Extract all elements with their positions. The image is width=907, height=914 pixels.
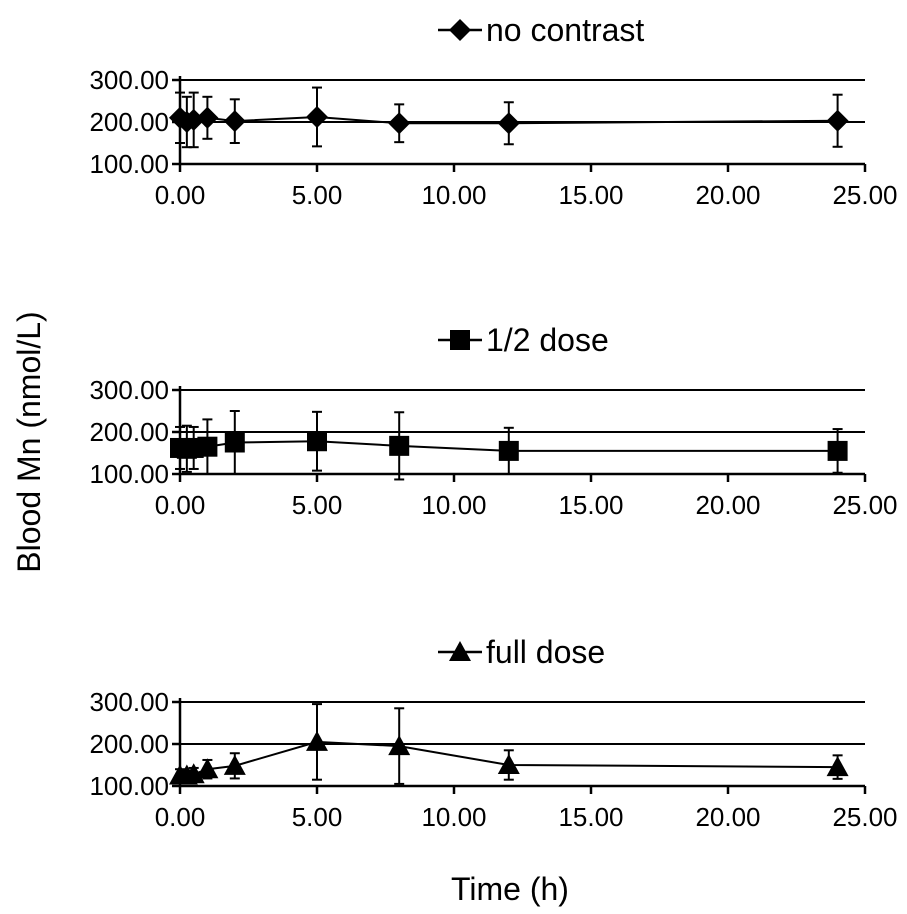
legend-label: no contrast: [486, 12, 644, 48]
x-tick-label: 10.00: [421, 180, 486, 210]
triangle-marker: [196, 758, 219, 779]
x-tick-label: 15.00: [558, 490, 623, 520]
legend-label: full dose: [486, 634, 605, 670]
diamond-marker: [223, 110, 246, 133]
x-tick-label: 20.00: [695, 180, 760, 210]
square-marker: [389, 435, 410, 456]
triangle-marker: [223, 754, 246, 775]
y-tick-label: 300.00: [89, 687, 169, 717]
y-tick-label: 100.00: [89, 771, 169, 801]
y-tick-label: 100.00: [89, 149, 169, 179]
panel-1: no contrast 100.00 200.00 300.00 0.00 5.00 10.…: [89, 12, 897, 210]
diamond-marker: [388, 112, 411, 135]
diamond-marker: [826, 109, 849, 132]
diamond-marker: [196, 106, 219, 129]
panel-2: 1/2 dose 100.00 200.00 300.00 0.00 5.00 10.00 1…: [89, 322, 897, 520]
x-tick-label: 10.00: [421, 490, 486, 520]
x-tick-label: 25.00: [832, 802, 897, 832]
square-marker: [450, 330, 470, 350]
triangle-marker: [497, 754, 520, 774]
square-marker: [827, 440, 848, 461]
y-tick-label: 200.00: [89, 417, 169, 447]
x-tick-label: 5.00: [292, 180, 343, 210]
y-tick-label: 300.00: [89, 375, 169, 405]
square-marker: [224, 432, 245, 453]
x-tick-label: 0.00: [155, 490, 206, 520]
diamond-marker: [306, 105, 328, 128]
square-marker: [197, 436, 218, 457]
x-axis-title: Time (h): [451, 871, 569, 907]
triangle-marker: [449, 641, 471, 661]
x-tick-label: 5.00: [292, 490, 343, 520]
panels: no contrast 100.00 200.00 300.00 0.00 5.00 10.…: [89, 12, 897, 832]
triangle-marker: [826, 756, 849, 777]
x-tick-label: 20.00: [695, 802, 760, 832]
x-tick-label: 15.00: [558, 180, 623, 210]
square-marker: [307, 431, 327, 452]
triangle-marker: [306, 730, 328, 751]
x-tick-label: 0.00: [155, 802, 206, 832]
triangle-marker: [388, 735, 411, 756]
diamond-marker: [449, 19, 471, 41]
diamond-marker: [497, 112, 520, 135]
y-axis-title: Blood Mn (nmol/L): [11, 311, 47, 572]
x-tick-label: 10.00: [421, 802, 486, 832]
x-tick-label: 5.00: [292, 802, 343, 832]
legend-label: 1/2 dose: [486, 322, 609, 358]
y-tick-label: 200.00: [89, 107, 169, 137]
y-tick-label: 100.00: [89, 459, 169, 489]
x-tick-label: 20.00: [695, 490, 760, 520]
x-tick-label: 25.00: [832, 490, 897, 520]
square-marker: [498, 440, 519, 461]
diamond-marker: [182, 108, 205, 131]
triangle-marker: [182, 763, 205, 784]
y-tick-label: 200.00: [89, 729, 169, 759]
x-tick-label: 15.00: [558, 802, 623, 832]
panel-3: full dose 100.00 200.00 300.00 0.00 5.00 10.00…: [89, 634, 897, 832]
x-tick-label: 0.00: [155, 180, 206, 210]
y-tick-label: 300.00: [89, 65, 169, 95]
x-tick-label: 25.00: [832, 180, 897, 210]
